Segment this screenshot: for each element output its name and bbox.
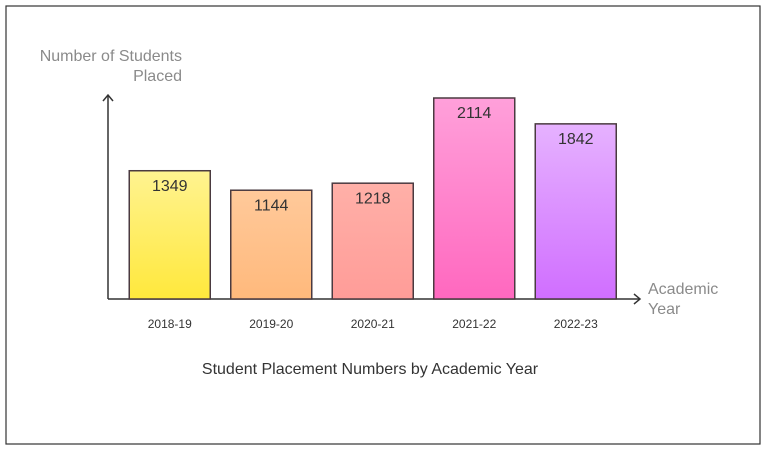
bar xyxy=(433,97,516,300)
bar xyxy=(331,182,414,300)
x-tick-label: 2019-20 xyxy=(249,317,293,331)
value-label: 1349 xyxy=(152,178,188,195)
x-axis-label: Academic Year xyxy=(648,281,719,318)
x-tick-label: 2018-19 xyxy=(148,317,192,331)
bar xyxy=(230,189,313,300)
y-axis-label: Number of Students Placed xyxy=(39,48,182,85)
chart-title: Student Placement Numbers by Academic Ye… xyxy=(201,361,539,378)
y-axis-arrow xyxy=(102,93,114,102)
x-tick-label: 2020-21 xyxy=(351,317,395,331)
x-axis-arrow xyxy=(633,293,642,305)
bar xyxy=(128,169,211,300)
value-label: 1842 xyxy=(558,131,594,148)
bar xyxy=(534,123,617,300)
frame xyxy=(5,5,761,445)
value-label: 1144 xyxy=(254,197,289,214)
value-label: 1218 xyxy=(355,190,391,207)
value-label: 2114 xyxy=(457,105,492,122)
x-tick-label: 2022-23 xyxy=(554,317,598,331)
x-tick-label: 2021-22 xyxy=(452,317,496,331)
